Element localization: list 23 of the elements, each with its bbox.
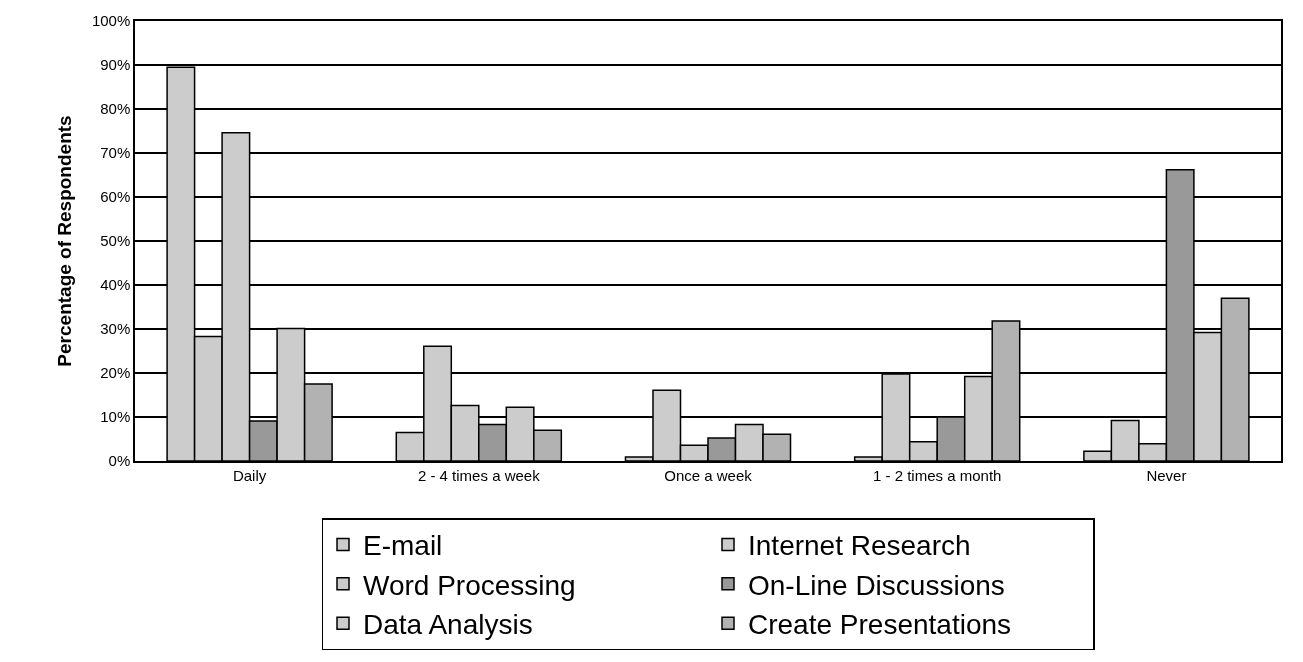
y-tick-label: 100% <box>91 12 131 30</box>
y-tick-label: 60% <box>100 188 131 206</box>
x-tick-label: Daily <box>232 466 267 484</box>
y-axis-title: Percentage of Respondents <box>54 115 76 367</box>
x-tick-label: 2 - 4 times a week <box>417 466 541 484</box>
x-tick-label: Once a week <box>664 466 753 484</box>
x-tick-label: Never <box>1146 466 1187 484</box>
y-tick-label: 10% <box>100 408 131 426</box>
legend-label: E-mail <box>363 530 443 562</box>
y-tick-label: 80% <box>100 100 131 118</box>
y-tick-label: 40% <box>100 276 131 294</box>
legend-label: Create Presentations <box>748 609 1012 641</box>
y-tick-label: 50% <box>100 232 131 250</box>
y-tick-label: 0% <box>108 452 131 470</box>
legend-label: On-Line Discussions <box>748 569 1005 601</box>
legend-label: Internet Research <box>748 530 971 562</box>
legend-label: Word Processing <box>363 569 576 601</box>
y-tick-label: 90% <box>100 56 131 74</box>
x-tick-label: 1 - 2 times a month <box>873 466 1002 484</box>
y-tick-label: 30% <box>100 320 131 338</box>
y-tick-label: 70% <box>100 144 131 162</box>
y-tick-label: 20% <box>100 364 131 382</box>
legend-label: Data Analysis <box>363 609 533 641</box>
